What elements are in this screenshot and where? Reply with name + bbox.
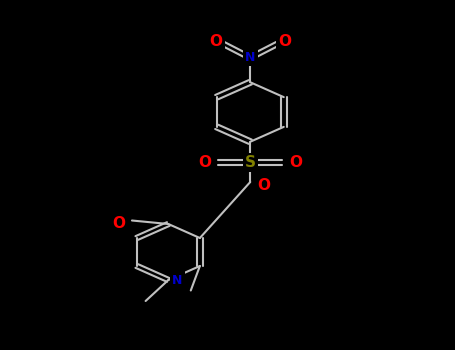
Text: S: S [245,155,256,170]
Text: O: O [258,178,270,193]
Text: O: O [278,35,291,49]
Text: N: N [245,51,255,64]
Text: O: O [289,155,302,170]
Text: N: N [172,273,182,287]
Text: O: O [112,217,125,231]
Text: O: O [210,35,222,49]
Text: O: O [198,155,211,170]
